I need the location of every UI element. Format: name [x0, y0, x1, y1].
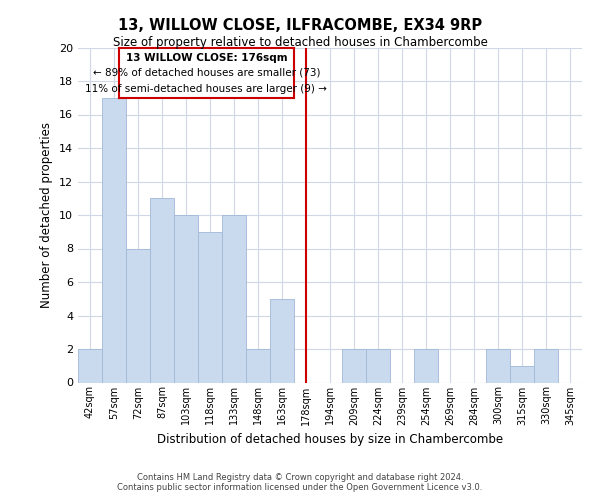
Bar: [78, 349, 102, 382]
Bar: [150, 198, 174, 382]
Y-axis label: Number of detached properties: Number of detached properties: [40, 122, 53, 308]
Bar: [198, 232, 222, 382]
Bar: [510, 366, 534, 382]
Bar: [246, 349, 270, 382]
X-axis label: Distribution of detached houses by size in Chambercombe: Distribution of detached houses by size …: [157, 433, 503, 446]
Bar: [174, 215, 198, 382]
Text: Size of property relative to detached houses in Chambercombe: Size of property relative to detached ho…: [113, 36, 487, 49]
Bar: [414, 349, 438, 382]
Bar: [270, 298, 294, 382]
Bar: [102, 98, 126, 382]
Bar: [126, 248, 150, 382]
Bar: [222, 215, 246, 382]
Bar: [486, 349, 510, 382]
Bar: [534, 349, 558, 382]
Bar: [342, 349, 366, 382]
Text: Contains HM Land Registry data © Crown copyright and database right 2024.
Contai: Contains HM Land Registry data © Crown c…: [118, 473, 482, 492]
Bar: [366, 349, 390, 382]
Text: 13, WILLOW CLOSE, ILFRACOMBE, EX34 9RP: 13, WILLOW CLOSE, ILFRACOMBE, EX34 9RP: [118, 18, 482, 32]
